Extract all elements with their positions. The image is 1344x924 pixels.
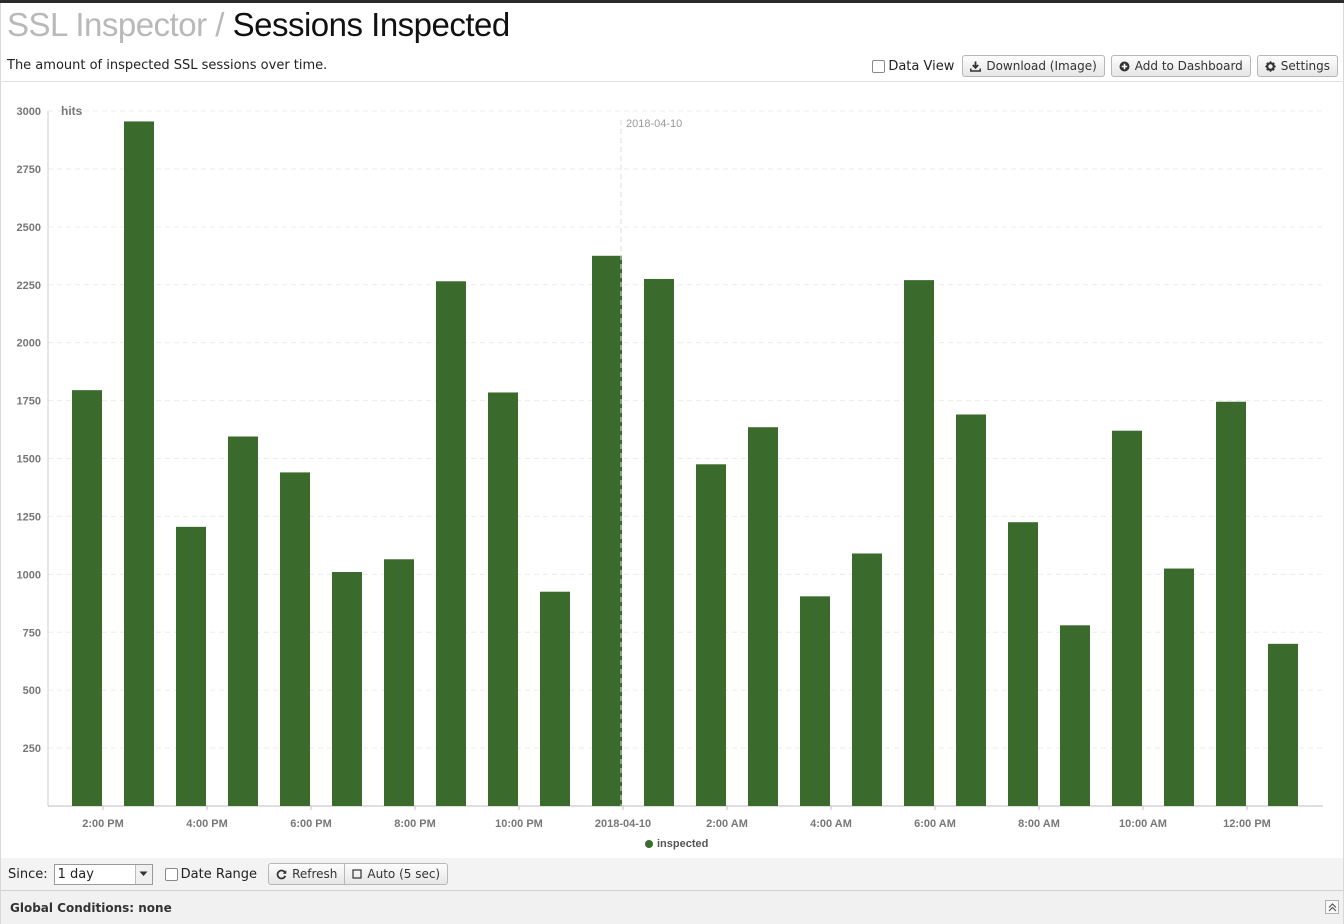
bar xyxy=(384,559,414,806)
x-tick-label: 6:00 PM xyxy=(290,818,332,830)
legend-swatch xyxy=(645,840,653,848)
day-marker-label: 2018-04-10 xyxy=(626,118,682,130)
bar xyxy=(540,591,570,806)
y-tick-label: 250 xyxy=(23,743,41,755)
bar xyxy=(592,255,622,806)
y-tick-label: 1250 xyxy=(17,511,41,523)
add-to-dashboard-label: Add to Dashboard xyxy=(1134,59,1243,73)
y-tick-label: 2750 xyxy=(17,164,41,176)
chevron-down-icon[interactable] xyxy=(134,864,152,884)
y-axis-label: hits xyxy=(61,104,83,118)
x-tick-label: 4:00 AM xyxy=(810,818,852,830)
x-tick-label: 2:00 AM xyxy=(706,818,748,830)
x-tick-label: 6:00 AM xyxy=(914,818,956,830)
page-title: SSL Inspector / Sessions Inspected xyxy=(7,6,510,44)
bar xyxy=(280,472,310,806)
report-description: The amount of inspected SSL sessions ove… xyxy=(7,58,328,73)
add-to-dashboard-button[interactable]: Add to Dashboard xyxy=(1110,55,1251,77)
bar xyxy=(1268,643,1298,806)
download-image-button[interactable]: Download (Image) xyxy=(962,55,1105,77)
report-title: Sessions Inspected xyxy=(232,6,511,43)
bar xyxy=(852,553,882,806)
bar xyxy=(644,278,674,806)
auto-refresh-label: Auto (5 sec) xyxy=(367,867,441,881)
global-conditions-label: Global Conditions: none xyxy=(10,900,172,915)
settings-label: Settings xyxy=(1280,59,1330,73)
bar xyxy=(748,427,778,806)
refresh-label: Refresh xyxy=(292,867,338,881)
refresh-button-group: Refresh Auto (5 sec) xyxy=(268,863,449,885)
x-tick-label: 8:00 AM xyxy=(1018,818,1060,830)
refresh-icon xyxy=(276,869,287,880)
data-view-checkbox[interactable] xyxy=(872,59,886,73)
y-tick-label: 2000 xyxy=(17,338,41,350)
x-tick-label: 4:00 PM xyxy=(186,818,228,830)
bar xyxy=(488,392,518,806)
date-range-toggle[interactable]: Date Range xyxy=(164,866,258,882)
x-tick-label: 10:00 PM xyxy=(495,818,543,830)
sessions-bar-chart: 250 500 750 1000 1250 1500 1750 2000 2250 2500 275… xyxy=(17,104,1323,850)
bar xyxy=(72,390,102,806)
y-tick-label: 2250 xyxy=(17,280,41,292)
bar xyxy=(696,464,726,806)
x-tick-label: 12:00 PM xyxy=(1223,818,1271,830)
x-tick-label: 8:00 PM xyxy=(394,818,436,830)
bar xyxy=(1008,522,1038,806)
global-conditions-bar: Global Conditions: none xyxy=(1,890,1343,924)
y-tick-label: 1000 xyxy=(17,569,41,581)
y-tick-label: 3000 xyxy=(17,106,41,118)
breadcrumb[interactable]: SSL Inspector xyxy=(7,6,207,43)
window-top-border xyxy=(0,0,1344,3)
bar xyxy=(1112,430,1142,806)
bar xyxy=(800,596,830,806)
legend-label: inspected xyxy=(657,838,708,850)
bar xyxy=(124,121,154,807)
date-range-checkbox[interactable] xyxy=(164,867,178,881)
auto-refresh-button[interactable]: Auto (5 sec) xyxy=(345,863,449,885)
y-tick-label: 750 xyxy=(23,627,41,639)
x-tick-label: 2:00 PM xyxy=(82,818,124,830)
bar xyxy=(1216,401,1246,806)
settings-button[interactable]: Settings xyxy=(1256,55,1338,77)
y-tick-label: 1750 xyxy=(17,396,41,408)
bar xyxy=(956,414,986,806)
bar xyxy=(228,436,258,806)
breadcrumb-separator: / xyxy=(215,6,224,43)
data-view-label: Data View xyxy=(888,58,955,74)
since-select[interactable]: 1 day xyxy=(53,863,153,885)
y-tick-label: 2500 xyxy=(17,222,41,234)
time-controls-bar: Since: 1 day Date Range Refresh Auto (5 … xyxy=(1,858,1343,890)
x-tick-label: 10:00 AM xyxy=(1119,818,1167,830)
header-divider xyxy=(0,81,1344,82)
bar xyxy=(436,281,466,806)
since-label: Since: xyxy=(8,866,48,882)
bar xyxy=(176,526,206,806)
collapse-icon[interactable] xyxy=(1325,900,1339,914)
since-select-value: 1 day xyxy=(57,866,94,882)
x-tick-label: 2018-04-10 xyxy=(595,818,651,830)
refresh-button[interactable]: Refresh xyxy=(268,863,346,885)
plus-circle-icon xyxy=(1119,61,1130,72)
download-image-label: Download (Image) xyxy=(986,59,1097,73)
square-icon xyxy=(352,869,362,879)
gear-icon xyxy=(1265,60,1276,72)
bar xyxy=(904,280,934,806)
bar xyxy=(1060,625,1090,806)
y-tick-label: 1500 xyxy=(17,454,41,466)
bar xyxy=(1164,568,1194,806)
bar xyxy=(332,572,362,806)
report-toolbar: Data View Download (Image) Add to Dashbo… xyxy=(872,54,1338,78)
data-view-toggle[interactable]: Data View xyxy=(872,59,954,74)
date-range-label: Date Range xyxy=(180,866,258,882)
y-tick-label: 500 xyxy=(23,685,41,697)
download-icon xyxy=(970,61,982,72)
